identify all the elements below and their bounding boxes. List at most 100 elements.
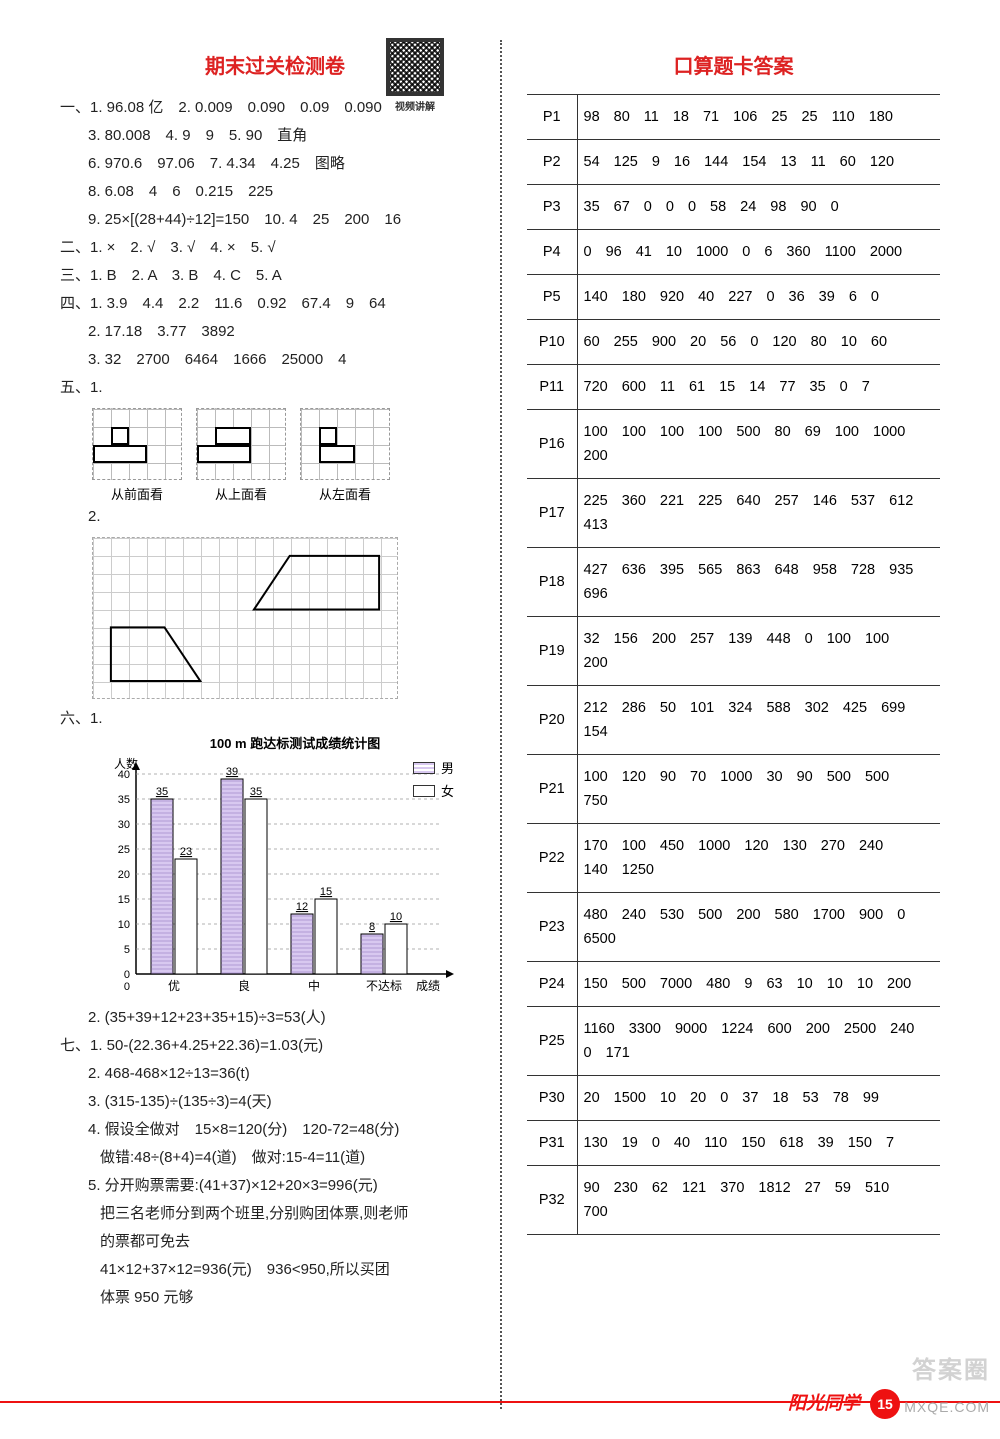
- watermark-text: 答案圈: [912, 1350, 990, 1385]
- text-line: 5. 分开购票需要:(41+37)×12+20×3=996(元): [60, 1172, 490, 1200]
- text-line: 四、1. 3.9 4.4 2.2 11.6 0.92 67.4 9 64: [60, 290, 490, 318]
- row-page-label: P18: [527, 548, 577, 617]
- page-number-badge: 15: [870, 1389, 900, 1419]
- row-values: 096411010000636011002000: [577, 230, 940, 275]
- table-row: P33567000582498900: [527, 185, 940, 230]
- text-line: 2. 468-468×12÷13=36(t): [60, 1060, 490, 1088]
- row-values: 72060011611514773507: [577, 365, 940, 410]
- row-values: 1505007000480963101010200: [577, 962, 940, 1007]
- row-page-label: P1: [527, 95, 577, 140]
- bar-chart-svg: 人数05101520253035403523优3935良1215中810不达标成…: [100, 754, 460, 1004]
- table-row: P2217010045010001201302702401401250: [527, 824, 940, 893]
- row-values: 480240530500200580170090006500: [577, 893, 940, 962]
- text-line: 做错:48÷(8+4)=4(道) 做对:15-4=11(道): [60, 1144, 490, 1172]
- text-line: 三、1. B 2. A 3. B 4. C 5. A: [60, 262, 490, 290]
- table-row: P1172060011611514773507: [527, 365, 940, 410]
- trapezoid-shapes: [93, 538, 397, 699]
- row-values: 98801118711062525110180: [577, 95, 940, 140]
- svg-text:5: 5: [124, 944, 130, 956]
- svg-text:35: 35: [156, 786, 168, 798]
- left-column: 期末过关检测卷 一、1. 96.08 亿 2. 0.009 0.090 0.09…: [60, 40, 500, 1409]
- row-values: 54125916144154131160120: [577, 140, 940, 185]
- row-page-label: P17: [527, 479, 577, 548]
- svg-text:35: 35: [118, 794, 130, 806]
- text-line: 4. 假设全做对 15×8=120(分) 120-72=48(分): [60, 1116, 490, 1144]
- row-page-label: P21: [527, 755, 577, 824]
- svg-text:15: 15: [320, 886, 332, 898]
- watermark-url: MXQE.COM: [904, 1399, 990, 1415]
- right-column: 口算题卡答案 P198801118711062525110180P2541259…: [500, 40, 940, 1409]
- svg-text:10: 10: [118, 919, 130, 931]
- row-page-label: P2: [527, 140, 577, 185]
- text-line: 3. (315-135)÷(135÷3)=4(天): [60, 1088, 490, 1116]
- page-footer: 阳光同学 15 答案圈 MXQE.COM: [0, 1385, 1000, 1421]
- row-values: 902306212137018122759510700: [577, 1166, 940, 1235]
- front-view-figure: [92, 408, 182, 480]
- table-row: P254125916144154131160120: [527, 140, 940, 185]
- text-line: 二、1. × 2. √ 3. √ 4. × 5. √: [60, 234, 490, 262]
- qr-label: 视频讲解: [380, 98, 450, 113]
- table-row: P241505007000480963101010200: [527, 962, 940, 1007]
- row-values: 17010045010001201302702401401250: [577, 824, 940, 893]
- table-row: P1610010010010050080691001000200: [527, 410, 940, 479]
- row-values: 6025590020560120801060: [577, 320, 940, 365]
- row-values: 321562002571394480100100200: [577, 617, 940, 686]
- row-values: 21228650101324588302425699154: [577, 686, 940, 755]
- row-page-label: P32: [527, 1166, 577, 1235]
- caption-left: 从左面看: [300, 484, 390, 503]
- row-page-label: P3: [527, 185, 577, 230]
- svg-text:30: 30: [118, 819, 130, 831]
- row-page-label: P10: [527, 320, 577, 365]
- chart-legend: 男 女: [413, 758, 454, 804]
- page: 视频讲解 期末过关检测卷 一、1. 96.08 亿 2. 0.009 0.090…: [0, 0, 1000, 1439]
- text-line: 3. 80.008 4. 9 9 5. 90 直角: [60, 122, 490, 150]
- row-page-label: P20: [527, 686, 577, 755]
- row-page-label: P23: [527, 893, 577, 962]
- text-line: 9. 25×[(28+44)÷12]=150 10. 4 25 200 16: [60, 206, 490, 234]
- text-line: 6. 970.6 97.06 7. 4.34 4.25 图略: [60, 150, 490, 178]
- row-page-label: P22: [527, 824, 577, 893]
- row-page-label: P4: [527, 230, 577, 275]
- row-page-label: P5: [527, 275, 577, 320]
- table-row: P21100120907010003090500500750: [527, 755, 940, 824]
- svg-text:15: 15: [118, 894, 130, 906]
- trapezoid-grid: [92, 537, 398, 699]
- svg-text:优: 优: [168, 979, 180, 993]
- row-values: 10010010010050080691001000200: [577, 410, 940, 479]
- caption-top: 从上面看: [196, 484, 286, 503]
- legend-male-label: 男: [441, 758, 454, 777]
- legend-female-label: 女: [441, 781, 454, 800]
- row-page-label: P24: [527, 962, 577, 1007]
- qr-block: 视频讲解: [380, 38, 450, 113]
- row-page-label: P30: [527, 1076, 577, 1121]
- text-line: 8. 6.08 4 6 0.215 225: [60, 178, 490, 206]
- row-page-label: P25: [527, 1007, 577, 1076]
- table-row: P23480240530500200580170090006500: [527, 893, 940, 962]
- svg-text:良: 良: [238, 978, 250, 993]
- svg-text:不达标: 不达标: [366, 979, 402, 993]
- left-view-figure: [300, 408, 390, 480]
- text-line: 的票都可免去: [60, 1228, 490, 1256]
- caption-front: 从前面看: [92, 484, 182, 503]
- row-values: 427636395565863648958728935696: [577, 548, 940, 617]
- table-row: P32902306212137018122759510700: [527, 1166, 940, 1235]
- text-line: 41×12+37×12=936(元) 936<950,所以买团: [60, 1256, 490, 1284]
- table-row: P18427636395565863648958728935696: [527, 548, 940, 617]
- row-values: 140180920402270363960: [577, 275, 940, 320]
- svg-text:0: 0: [124, 981, 130, 993]
- table-row: P17225360221225640257146537612413: [527, 479, 940, 548]
- svg-text:成绩: 成绩: [416, 979, 440, 993]
- text-line: 2.: [60, 503, 490, 531]
- figure-views: [92, 408, 490, 480]
- svg-text:39: 39: [226, 766, 238, 778]
- row-page-label: P11: [527, 365, 577, 410]
- table-row: P19321562002571394480100100200: [527, 617, 940, 686]
- table-row: P25116033009000122460020025002400171: [527, 1007, 940, 1076]
- svg-text:10: 10: [390, 911, 402, 923]
- svg-text:23: 23: [180, 846, 192, 858]
- text-line: 把三名老师分到两个班里,分别购团体票,则老师: [60, 1200, 490, 1228]
- text-line: 六、1.: [60, 705, 490, 733]
- row-values: 201500102003718537899: [577, 1076, 940, 1121]
- svg-text:35: 35: [250, 786, 262, 798]
- svg-text:20: 20: [118, 869, 130, 881]
